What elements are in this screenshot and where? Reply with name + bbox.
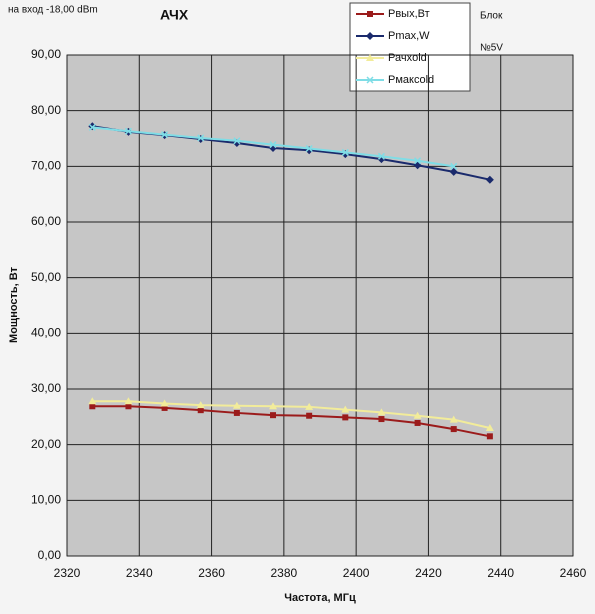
- x-tick-label: 2440: [487, 566, 514, 580]
- legend: [349, 2, 471, 92]
- y-tick-label: 80,00: [31, 103, 61, 117]
- marker: [341, 405, 350, 413]
- x-tick-label: 2340: [126, 566, 153, 580]
- marker: [233, 137, 241, 145]
- marker: [414, 419, 421, 426]
- y-tick-label: 60,00: [31, 214, 61, 228]
- x-axis-label: Частота, МГц: [284, 592, 356, 604]
- marker: [449, 415, 458, 423]
- marker: [485, 423, 494, 431]
- marker: [270, 412, 277, 419]
- marker: [197, 407, 204, 414]
- y-tick-label: 70,00: [31, 159, 61, 173]
- legend-label: Pmax,W: [388, 30, 430, 42]
- marker: [485, 175, 494, 184]
- x-tick-label: 2360: [198, 566, 225, 580]
- marker: [233, 409, 240, 416]
- marker: [378, 416, 385, 423]
- marker: [341, 148, 349, 156]
- marker: [124, 397, 133, 405]
- y-tick-label: 50,00: [31, 270, 61, 284]
- marker: [124, 127, 132, 135]
- marker: [414, 157, 422, 165]
- marker: [377, 408, 386, 416]
- marker: [269, 141, 277, 149]
- y-tick-label: 90,00: [31, 47, 61, 61]
- marker: [161, 404, 168, 411]
- marker: [366, 76, 374, 84]
- annotation: №5V: [480, 43, 503, 54]
- marker: [377, 152, 385, 160]
- marker: [342, 414, 349, 421]
- marker: [125, 403, 132, 410]
- x-tick-label: 2320: [54, 566, 81, 580]
- marker: [196, 401, 205, 409]
- y-tick-label: 10,00: [31, 493, 61, 507]
- marker: [269, 402, 278, 410]
- marker: [366, 54, 374, 61]
- marker: [88, 123, 96, 131]
- x-tick-label: 2420: [415, 566, 442, 580]
- marker: [367, 11, 373, 17]
- y-tick-label: 20,00: [31, 437, 61, 451]
- marker: [197, 134, 205, 142]
- marker: [306, 412, 313, 419]
- series-line: [92, 405, 491, 438]
- y-tick-label: 0,00: [38, 548, 62, 562]
- x-tick-label: 2380: [271, 566, 298, 580]
- marker: [88, 397, 97, 405]
- legend-label: Рвых,Вт: [388, 8, 430, 20]
- x-tick-label: 2400: [343, 566, 370, 580]
- marker: [161, 131, 169, 139]
- plot-area: [66, 54, 574, 557]
- marker: [450, 426, 457, 433]
- y-tick-label: 40,00: [31, 326, 61, 340]
- marker: [486, 433, 493, 440]
- marker: [305, 402, 314, 410]
- marker: [413, 411, 422, 419]
- y-tick-label: 30,00: [31, 381, 61, 395]
- legend-label: Рмаксold: [388, 74, 434, 86]
- chart-title: АЧХ: [160, 7, 189, 23]
- series-line: [92, 400, 491, 429]
- marker: [366, 32, 374, 40]
- marker: [449, 167, 458, 176]
- x-tick-label: 2460: [560, 566, 587, 580]
- marker: [305, 144, 313, 153]
- annotation: Блок: [480, 11, 503, 22]
- annotation: на вход -18,00 dBm: [8, 5, 98, 16]
- marker: [89, 403, 96, 410]
- marker: [160, 399, 169, 407]
- marker: [232, 401, 241, 409]
- legend-label: Рачхold: [388, 52, 427, 64]
- marker: [450, 162, 458, 170]
- y-axis-label: Мощность, Вт: [8, 266, 20, 343]
